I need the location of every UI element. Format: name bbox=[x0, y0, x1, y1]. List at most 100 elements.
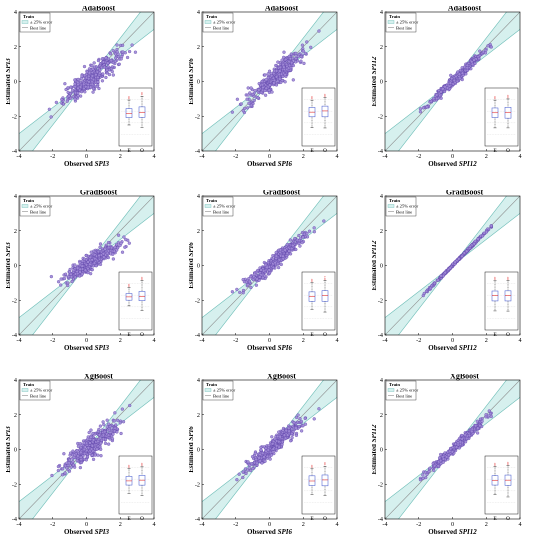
y-tick-label: -2 bbox=[378, 113, 383, 120]
outlier-mark: + bbox=[141, 275, 143, 279]
scatter-point bbox=[299, 59, 303, 63]
x-tick-label: 0 bbox=[268, 153, 271, 160]
box-label: O bbox=[323, 516, 327, 522]
box-label: E bbox=[493, 332, 497, 338]
scatter-point bbox=[279, 80, 283, 85]
scatter-point bbox=[80, 74, 84, 78]
scatter-point bbox=[272, 81, 276, 85]
scatter-point bbox=[105, 251, 109, 255]
outlier-mark: + bbox=[128, 283, 130, 287]
scatter-point bbox=[71, 463, 76, 467]
x-tick-label: -2 bbox=[50, 153, 55, 160]
scatter-point bbox=[444, 455, 449, 459]
scatter-point bbox=[301, 424, 305, 428]
scatter-point bbox=[105, 425, 109, 429]
scatter-point bbox=[245, 106, 250, 110]
outlier-mark: + bbox=[324, 275, 326, 279]
scatter-point bbox=[477, 56, 481, 61]
scatter-point bbox=[248, 91, 252, 95]
scatter-point bbox=[274, 75, 279, 79]
scatter-point bbox=[92, 61, 96, 65]
scatter-point bbox=[84, 85, 88, 89]
scatter-point bbox=[63, 82, 67, 86]
x-tick-label: -2 bbox=[233, 337, 238, 344]
scatter-point bbox=[60, 473, 65, 477]
scatter-point bbox=[120, 43, 125, 47]
x-axis-label: Observed SPI6 bbox=[247, 344, 292, 352]
outlier-mark: + bbox=[494, 96, 496, 100]
scatter-point bbox=[299, 429, 304, 433]
x-tick-label: 0 bbox=[85, 153, 88, 160]
outlier-mark: + bbox=[507, 95, 509, 99]
scatter-point bbox=[307, 229, 312, 233]
outlier-mark: + bbox=[507, 94, 509, 98]
scatter-point bbox=[259, 268, 263, 272]
scatter-point bbox=[96, 80, 100, 84]
scatter-point bbox=[464, 72, 468, 76]
scatter-point bbox=[418, 110, 423, 114]
legend-band-label: ± 25% error bbox=[30, 19, 53, 24]
y-axis-label: Estimated SPI6 bbox=[189, 426, 195, 473]
y-tick-label: -4 bbox=[378, 332, 383, 339]
scatter-point bbox=[96, 429, 100, 434]
scatter-point bbox=[96, 58, 101, 63]
scatter-point bbox=[61, 467, 65, 471]
y-tick-label: 0 bbox=[380, 263, 383, 270]
y-tick-label: 2 bbox=[14, 228, 17, 235]
scatter-point bbox=[277, 258, 281, 262]
scatter-point bbox=[421, 106, 426, 110]
x-tick-label: 4 bbox=[335, 153, 338, 160]
scatter-point bbox=[247, 101, 251, 105]
chart-panel: -4 -4 -2 -2 0 0 2 2 4 4 XgBoost Observed SPI3 Estima… bbox=[6, 374, 184, 550]
scatter-point bbox=[120, 250, 125, 254]
scatter-point bbox=[460, 433, 464, 438]
legend-band-label: ± 25% error bbox=[396, 203, 419, 208]
scatter-point bbox=[296, 413, 300, 417]
scatter-point bbox=[67, 461, 71, 465]
scatter-point bbox=[290, 436, 294, 440]
scatter-point bbox=[249, 468, 253, 473]
scatter-point bbox=[68, 458, 72, 462]
x-tick-label: 2 bbox=[119, 153, 122, 160]
legend-line-label: Best line bbox=[213, 393, 229, 398]
scatter-point bbox=[297, 238, 302, 243]
scatter-point bbox=[99, 65, 104, 70]
box-label: E bbox=[310, 516, 314, 522]
scatter-point bbox=[105, 418, 109, 422]
scatter-point bbox=[249, 103, 253, 107]
scatter-point bbox=[82, 82, 86, 86]
scatter-point bbox=[111, 432, 115, 436]
x-tick-label: -4 bbox=[199, 337, 204, 344]
chart-title: AdaBoost bbox=[448, 6, 482, 13]
scatter-point bbox=[433, 464, 437, 468]
scatter-point bbox=[260, 83, 265, 87]
scatter-point bbox=[484, 230, 489, 234]
scatter-point bbox=[70, 88, 75, 92]
scatter-point bbox=[252, 98, 256, 103]
scatter-point bbox=[106, 57, 111, 61]
outlier-mark: + bbox=[507, 461, 509, 465]
scatter-point bbox=[302, 232, 307, 236]
x-tick-label: 4 bbox=[152, 153, 155, 160]
scatter-point bbox=[63, 471, 67, 475]
chart-panel: -4 -4 -2 -2 0 0 2 2 4 4 XgBoost Observed SPI6 Estima… bbox=[189, 374, 367, 550]
scatter-point bbox=[484, 48, 488, 52]
scatter-point bbox=[98, 424, 103, 428]
scatter-point bbox=[119, 57, 123, 61]
scatter-point bbox=[257, 88, 261, 92]
legend-band-label: ± 25% error bbox=[396, 19, 419, 24]
scatter-point bbox=[98, 68, 102, 72]
x-tick-label: 2 bbox=[485, 337, 488, 344]
outlier-mark: + bbox=[494, 95, 496, 99]
scatter-point bbox=[279, 262, 283, 267]
outlier-mark: + bbox=[141, 276, 143, 280]
scatter-point bbox=[432, 281, 437, 285]
scatter-point bbox=[65, 99, 69, 103]
outlier-mark: + bbox=[311, 464, 313, 468]
x-tick-label: 4 bbox=[152, 521, 155, 528]
scatter-point bbox=[235, 287, 239, 292]
scatter-point bbox=[458, 436, 462, 441]
scatter-point bbox=[299, 54, 303, 59]
scatter-point bbox=[281, 428, 285, 433]
scatter-point bbox=[79, 450, 83, 454]
